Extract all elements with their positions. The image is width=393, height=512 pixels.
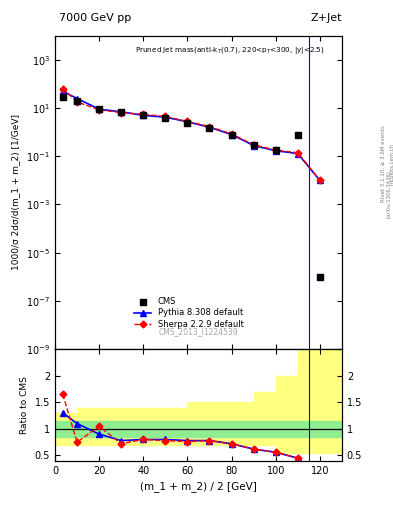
Pythia 8.308 default (296, 151, 300, 157)
Sherpa 2.2.9 default (318, 177, 322, 183)
Sherpa 2.2.9 default (141, 111, 146, 117)
CMS (60, 93, 66, 101)
Text: mcplots.cern.ch: mcplots.cern.ch (390, 143, 393, 185)
CMS (184, 118, 191, 126)
Text: Z+Jet: Z+Jet (310, 13, 342, 23)
Line: Pythia 8.308 default: Pythia 8.308 default (60, 89, 323, 183)
Legend: CMS, Pythia 8.308 default, Sherpa 2.2.9 default: CMS, Pythia 8.308 default, Sherpa 2.2.9 … (131, 293, 247, 332)
Pythia 8.308 default (229, 132, 234, 138)
Text: Pruned jet mass(anti-k$_T$(0.7), 220<p$_T$<300, |y|<2.5): Pruned jet mass(anti-k$_T$(0.7), 220<p$_… (135, 45, 325, 56)
Sherpa 2.2.9 default (61, 86, 65, 92)
CMS (206, 124, 213, 132)
CMS (317, 272, 323, 281)
Sherpa 2.2.9 default (97, 106, 101, 113)
Pythia 8.308 default (251, 142, 256, 148)
Pythia 8.308 default (75, 95, 79, 101)
Pythia 8.308 default (61, 88, 65, 94)
Sherpa 2.2.9 default (296, 150, 300, 156)
Text: 7000 GeV pp: 7000 GeV pp (59, 13, 131, 23)
Text: Rivet 3.1.10, ≥ 3.6M events: Rivet 3.1.10, ≥ 3.6M events (381, 125, 386, 202)
CMS (228, 131, 235, 139)
CMS (250, 141, 257, 149)
Sherpa 2.2.9 default (251, 142, 256, 148)
Sherpa 2.2.9 default (274, 147, 278, 153)
CMS (74, 97, 80, 105)
Y-axis label: 1000/σ 2dσ/d(m_1 + m_2) [1/GeV]: 1000/σ 2dσ/d(m_1 + m_2) [1/GeV] (12, 114, 20, 270)
Sherpa 2.2.9 default (207, 123, 212, 130)
Sherpa 2.2.9 default (229, 131, 234, 137)
CMS (295, 131, 301, 139)
Pythia 8.308 default (207, 124, 212, 131)
X-axis label: (m_1 + m_2) / 2 [GeV]: (m_1 + m_2) / 2 [GeV] (140, 481, 257, 492)
Line: Sherpa 2.2.9 default: Sherpa 2.2.9 default (60, 86, 322, 183)
Pythia 8.308 default (163, 114, 168, 120)
Text: CMS_2013_I1224539: CMS_2013_I1224539 (159, 328, 238, 336)
Pythia 8.308 default (318, 177, 322, 183)
Pythia 8.308 default (274, 147, 278, 154)
Pythia 8.308 default (119, 109, 123, 115)
Sherpa 2.2.9 default (75, 99, 79, 105)
Pythia 8.308 default (141, 112, 146, 118)
CMS (162, 114, 169, 122)
Y-axis label: Ratio to CMS: Ratio to CMS (20, 376, 29, 434)
Sherpa 2.2.9 default (185, 118, 190, 124)
CMS (96, 105, 102, 113)
Sherpa 2.2.9 default (163, 113, 168, 119)
Sherpa 2.2.9 default (119, 110, 123, 116)
Text: [arXiv:1306.3436]: [arXiv:1306.3436] (386, 170, 391, 219)
Pythia 8.308 default (185, 119, 190, 125)
Pythia 8.308 default (97, 106, 101, 112)
CMS (118, 108, 124, 116)
CMS (140, 111, 147, 119)
CMS (273, 146, 279, 154)
